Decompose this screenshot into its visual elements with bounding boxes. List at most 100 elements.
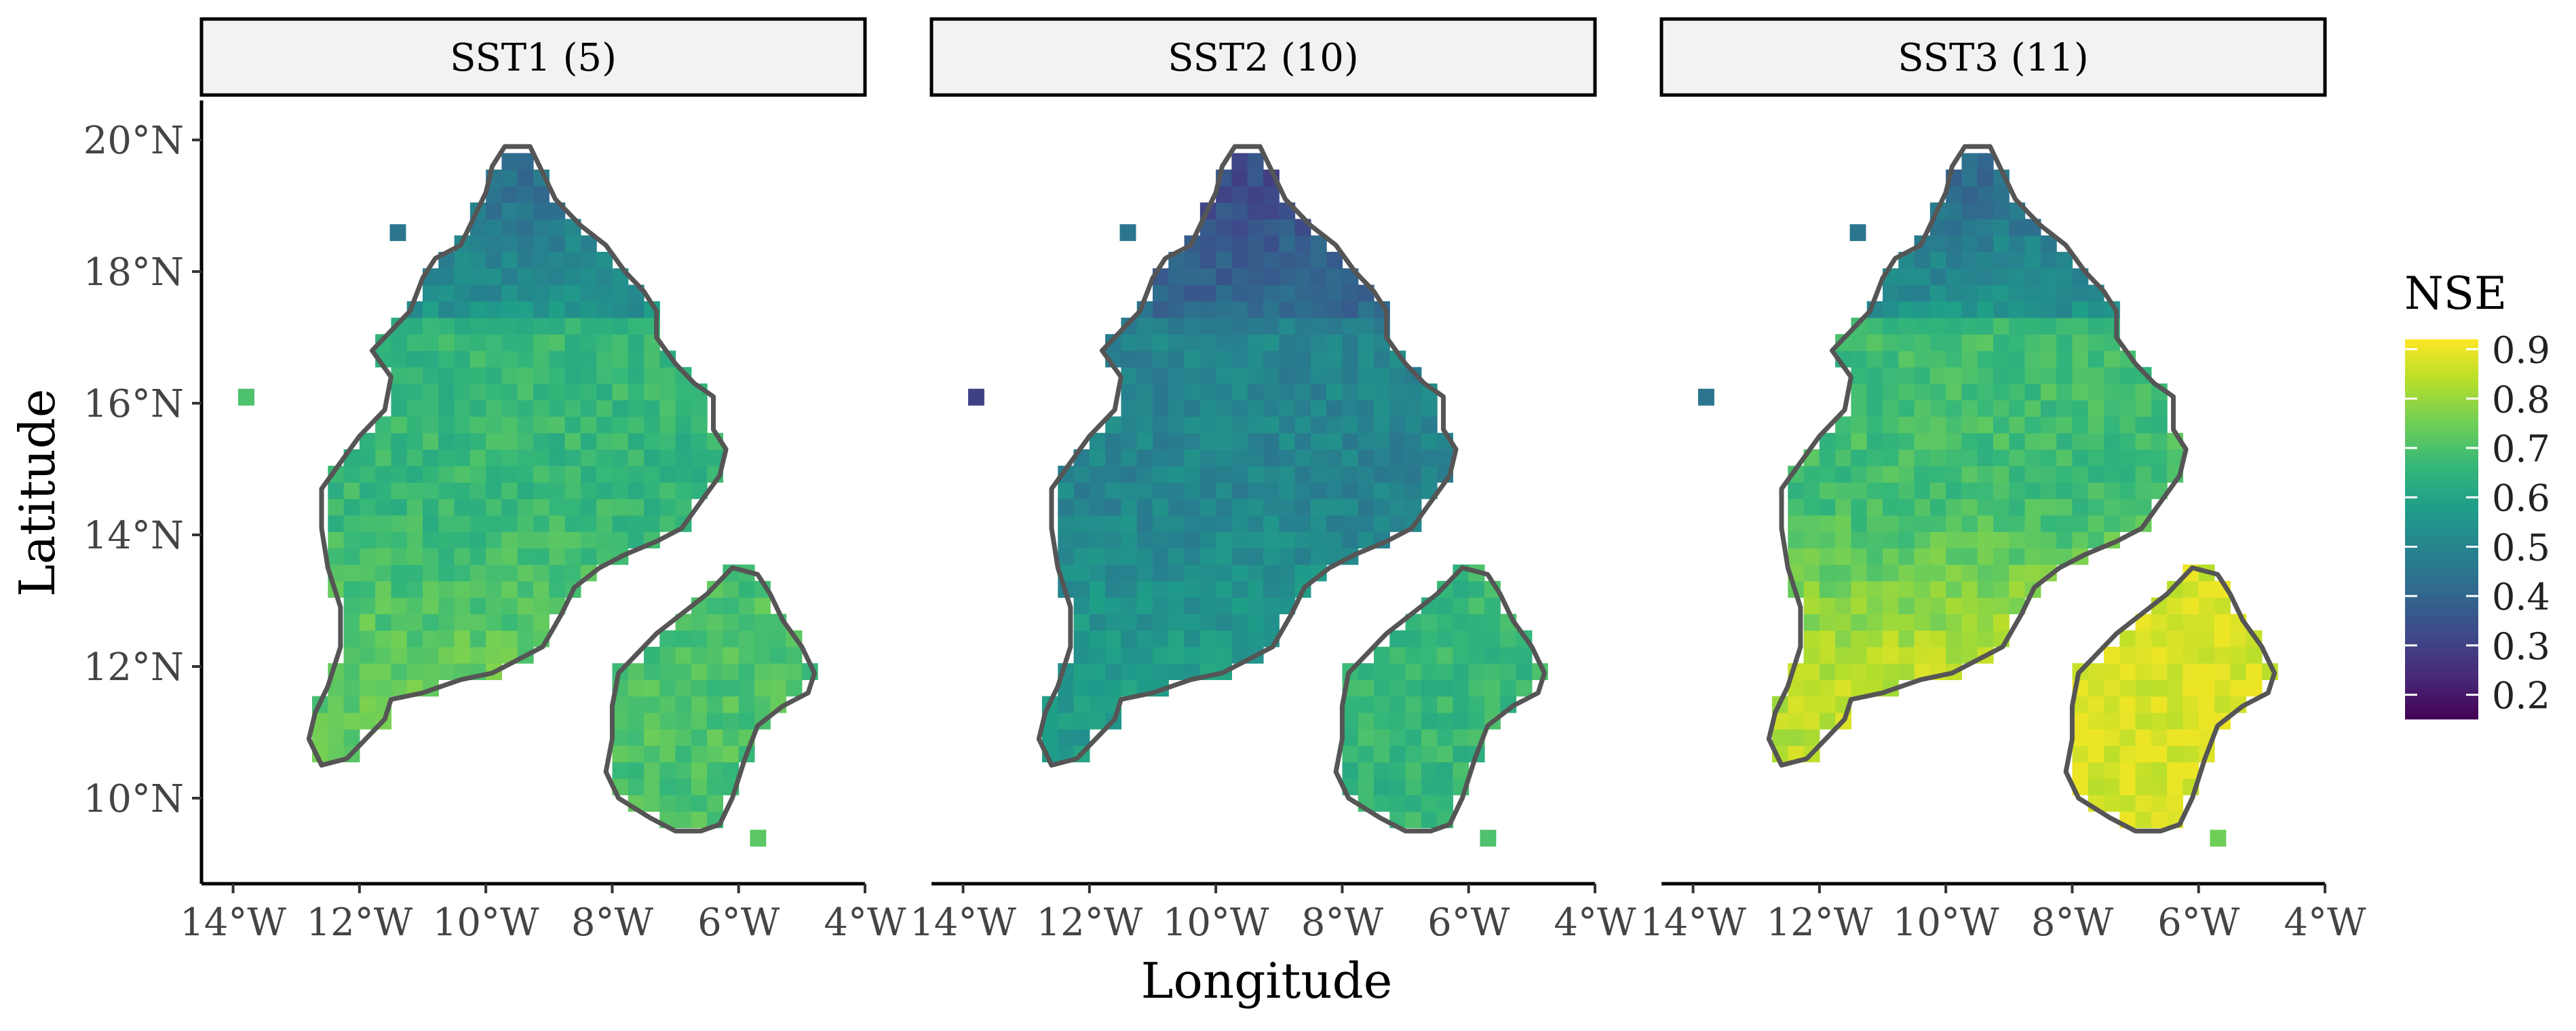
grid-cell [786,663,803,680]
grid-cell [1089,531,1106,549]
grid-cell [486,284,503,302]
grid-cell [1946,416,1963,434]
grid-cell [501,580,518,598]
grid-cell [1263,219,1280,236]
grid-cell [533,186,550,203]
grid-cell [1866,514,1883,532]
grid-cell [1231,514,1248,532]
grid-cell [691,646,708,664]
grid-cell [2009,449,2026,466]
grid-cell [580,318,597,335]
grid-cell [2040,235,2057,252]
grid-cell [375,498,392,516]
grid-cell [1819,663,1836,680]
grid-cell [1788,679,1805,697]
grid-cell [549,466,566,483]
grid-cell [1153,449,1169,466]
grid-cell [2230,630,2247,648]
grid-cell [1184,383,1201,400]
grid-cell [564,548,581,565]
grid-cell [628,745,645,763]
grid-cell [438,614,455,631]
grid-cell [1294,531,1311,549]
grid-cell [1121,514,1138,532]
grid-cell [1231,531,1248,549]
grid-cell [2119,514,2136,532]
grid-cell [1977,318,1994,335]
grid-cell [1405,795,1422,812]
grid-cell [723,696,739,713]
grid-cell [343,482,360,500]
grid-cell [469,548,486,565]
grid-cell [1073,729,1090,746]
grid-cell [1803,646,1820,664]
grid-cell [707,696,724,713]
grid-cell [2024,284,2041,302]
grid-cell [1929,334,1946,352]
grid-cell [1136,663,1153,680]
grid-cell [628,416,645,434]
grid-cell [1231,153,1248,170]
grid-cell [1993,597,2010,615]
grid-cell [1184,614,1201,631]
grid-cell [1866,482,1883,500]
grid-cell [454,597,471,615]
grid-cell [486,597,503,615]
grid-cell [1851,531,1868,549]
grid-cell [1153,646,1169,664]
grid-cell [1247,580,1264,598]
grid-cell [359,597,376,615]
grid-cell [375,334,392,352]
y-tick-label: 16°N [83,382,184,426]
grid-cell [2072,514,2089,532]
grid-cell [1279,301,1296,318]
grid-cell [1263,514,1280,532]
grid-cell [675,482,692,500]
facet-strip [929,17,1597,97]
grid-cell [659,630,676,648]
grid-cell [1326,383,1343,400]
grid-cell [2198,597,2215,615]
grid-cell [1437,614,1454,631]
grid-cell [517,548,534,565]
grid-cell [406,334,423,352]
grid-cell [1898,383,1915,400]
grid-cell [1294,350,1311,368]
grid-cell [2024,498,2041,516]
grid-cell [644,663,660,680]
grid-cell [1342,350,1359,368]
grid-cell [580,301,597,318]
grid-cell [423,630,439,648]
grid-cell [1247,482,1264,500]
grid-cell [675,466,692,483]
legend-tick-label: 0.7 [2492,428,2550,470]
grid-cell [2151,712,2168,730]
grid-cell [1929,301,1946,318]
grid-cell [1977,597,1994,615]
grid-cell [1073,712,1090,730]
grid-cell [533,219,550,236]
grid-cell [1199,432,1216,450]
grid-cell [1405,762,1422,779]
x-tick-label: 10°W [1163,901,1269,945]
grid-cell [438,416,455,434]
grid-cell [2119,630,2136,648]
grid-cell [1977,449,1994,466]
grid-cell [1883,514,1899,532]
grid-cell [1121,679,1138,697]
grid-cell [659,383,676,400]
grid-cell [1405,432,1422,450]
grid-cell [1168,646,1185,664]
grid-cell [391,334,408,352]
grid-cell [1929,646,1946,664]
grid-cell [2040,466,2057,483]
y-tick-label: 18°N [83,250,184,295]
grid-cell [501,350,518,368]
grid-cell [1946,597,1963,615]
grid-cell [1374,729,1390,746]
grid-cell [612,284,629,302]
grid-cell [1977,416,1994,434]
grid-cell [486,498,503,516]
grid-cell [2072,350,2089,368]
grid-cell [738,679,755,697]
